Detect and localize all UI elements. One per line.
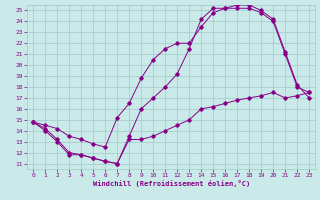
X-axis label: Windchill (Refroidissement éolien,°C): Windchill (Refroidissement éolien,°C) bbox=[92, 180, 250, 187]
